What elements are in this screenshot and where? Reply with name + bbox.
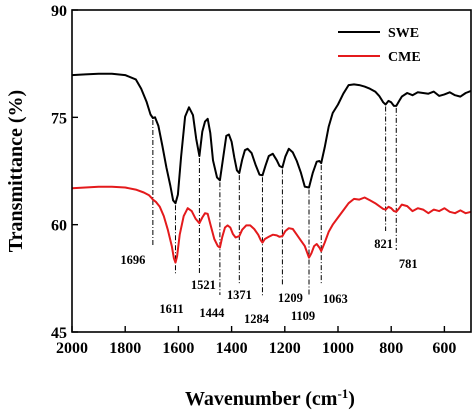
- y-axis-ticks: 45 60 75 90: [51, 3, 78, 342]
- y-tick-label: 45: [51, 325, 67, 342]
- x-axis-title: Wavenumber (cm-1): [185, 386, 355, 410]
- series-line-cme: [71, 185, 472, 264]
- series-line-swe: [71, 72, 472, 205]
- peak-label: 1109: [291, 309, 315, 323]
- plot-frame: [71, 9, 472, 333]
- legend-label: CME: [388, 50, 421, 65]
- peak-label: 1371: [227, 288, 252, 302]
- x-tick-label: 600: [432, 340, 456, 357]
- peak-label: 1611: [159, 302, 183, 316]
- y-axis-title: Transmittance (%): [5, 90, 27, 252]
- peak-label: 1063: [323, 292, 348, 306]
- legend: SWE CME: [338, 26, 421, 65]
- peak-label: 1284: [244, 312, 270, 326]
- x-tick-label: 1000: [322, 340, 354, 357]
- peak-label: 1521: [191, 278, 216, 292]
- y-tick-label: 90: [51, 3, 67, 20]
- peak-label: 1696: [120, 253, 145, 267]
- peak-lines: [152, 106, 397, 296]
- series-lines: [71, 72, 472, 264]
- x-tick-label: 1600: [162, 340, 194, 357]
- peak-label: 821: [374, 237, 393, 251]
- x-tick-label: 2000: [56, 340, 88, 357]
- peak-label: 1209: [278, 291, 303, 305]
- y-tick-label: 60: [51, 218, 67, 235]
- x-tick-label: 1800: [109, 340, 141, 357]
- x-tick-label: 1400: [216, 340, 248, 357]
- x-tick-label: 1200: [269, 340, 301, 357]
- x-tick-label: 800: [379, 340, 403, 357]
- x-axis-ticks: 2000 1800 1600 1400 1200 1000 800 600: [56, 326, 456, 357]
- y-tick-label: 75: [51, 110, 67, 127]
- peak-label: 781: [399, 257, 418, 271]
- peak-label: 1444: [199, 306, 225, 320]
- legend-label: SWE: [388, 26, 419, 41]
